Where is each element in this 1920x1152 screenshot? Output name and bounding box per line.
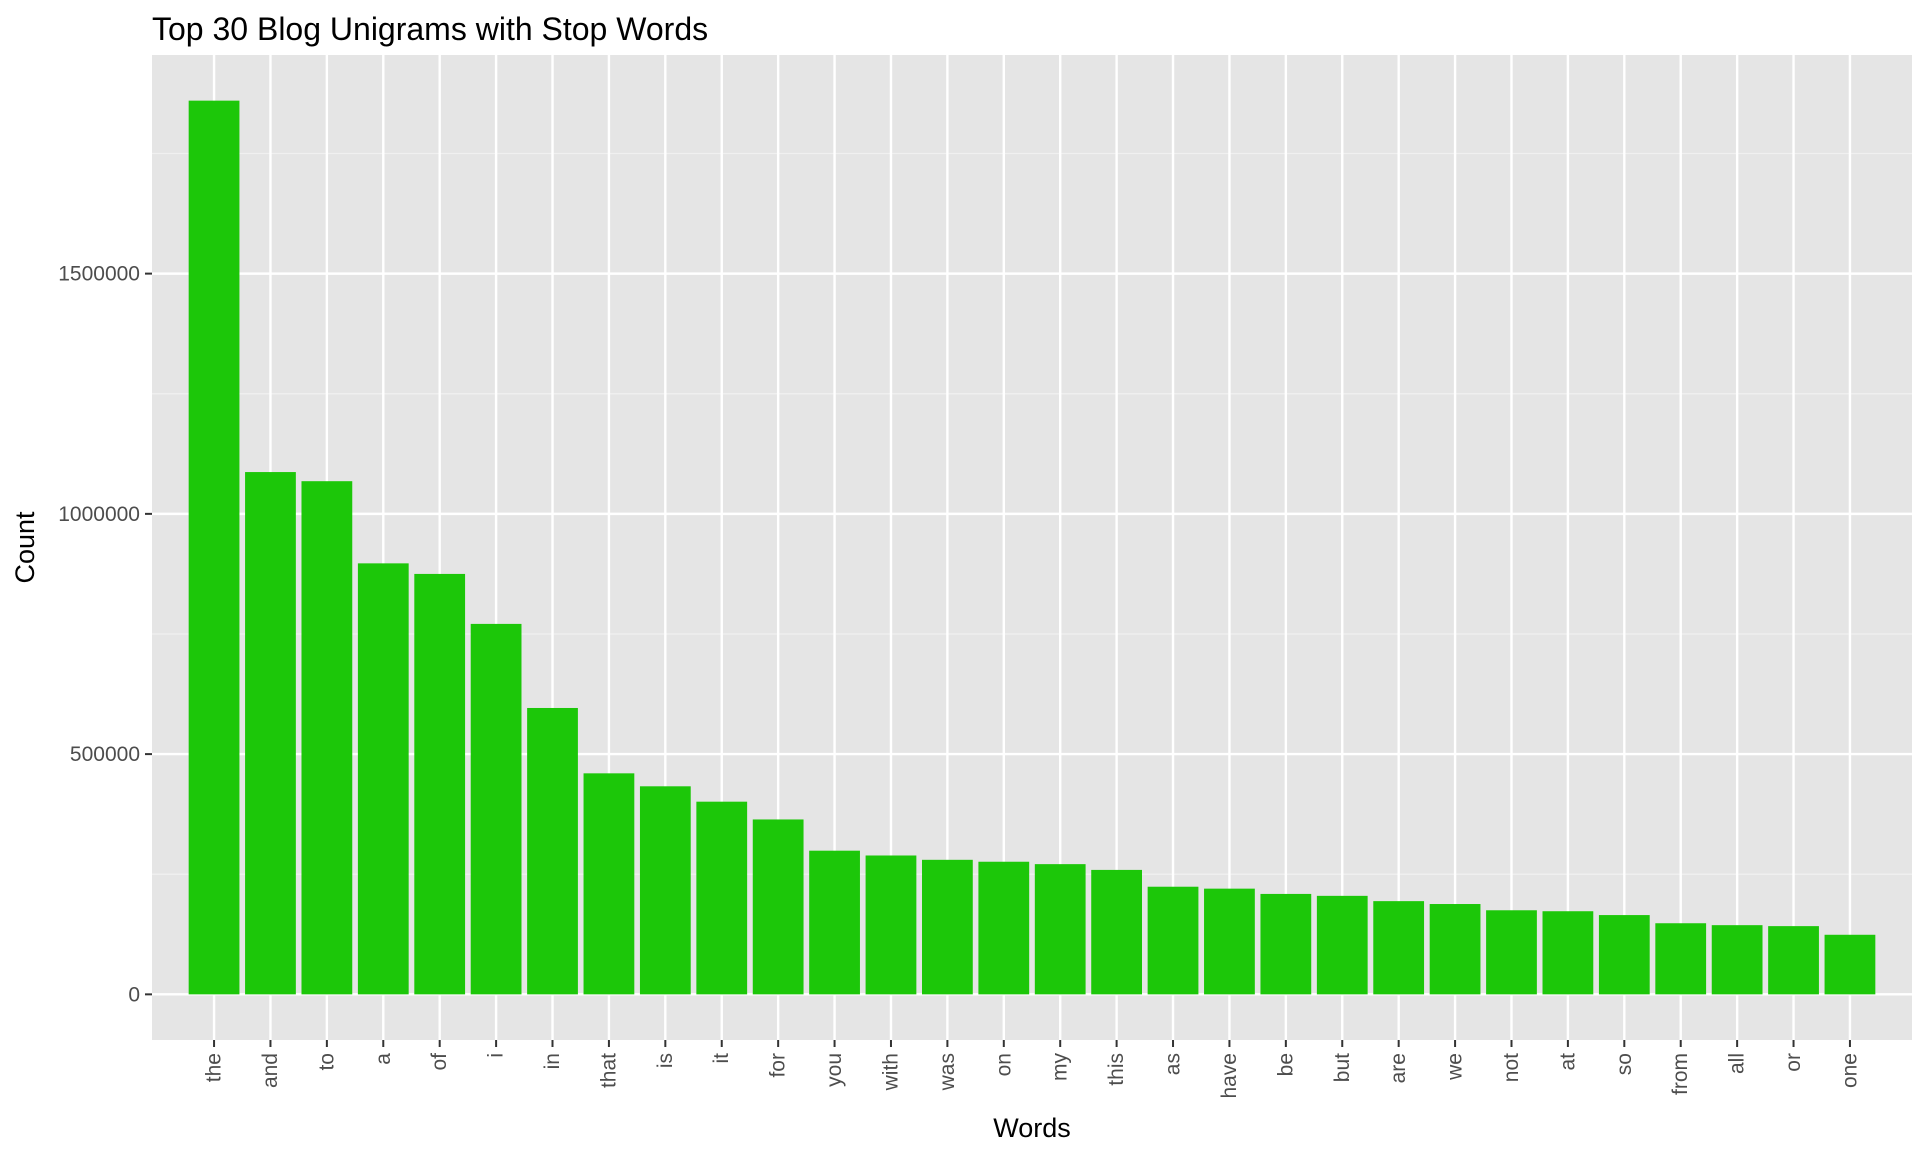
bar-in <box>527 707 578 995</box>
bar-that <box>583 773 635 995</box>
y-tick-label: 1000000 <box>58 503 140 526</box>
x-tick-label: for <box>767 1053 790 1078</box>
y-tick-label: 500000 <box>70 743 140 766</box>
bar-are <box>1373 901 1425 995</box>
x-tick-label: is <box>654 1053 677 1068</box>
bar-of <box>414 573 466 995</box>
x-tick-label: that <box>597 1053 620 1088</box>
bar-a <box>357 563 409 995</box>
bar-be <box>1260 893 1312 995</box>
bars <box>188 100 1876 995</box>
x-tick-label: not <box>1500 1053 1523 1082</box>
y-axis: 0 500000 1000000 1500000 <box>58 263 152 1006</box>
bar-all <box>1711 925 1763 995</box>
bar-is <box>639 786 691 995</box>
y-tick-label: 0 <box>128 983 140 1006</box>
y-tick-label: 1500000 <box>58 263 140 286</box>
x-tick-label: was <box>936 1053 959 1091</box>
x-axis: the and to a of i in that is it for you with was on my t… <box>203 1040 1861 1099</box>
x-tick-label: i <box>485 1053 508 1058</box>
bar-we <box>1429 904 1481 995</box>
x-tick-label: have <box>1218 1053 1241 1099</box>
bar-have <box>1204 888 1255 995</box>
x-tick-label: one <box>1838 1053 1861 1088</box>
x-tick-label: as <box>1162 1053 1185 1075</box>
x-tick-label: a <box>372 1053 395 1065</box>
x-tick-label: or <box>1782 1053 1805 1072</box>
x-tick-label: my <box>1049 1053 1072 1081</box>
bar-from <box>1655 923 1707 995</box>
x-tick-label: on <box>992 1053 1015 1076</box>
bar-with <box>865 855 917 995</box>
x-tick-label: with <box>879 1053 902 1091</box>
x-tick-label: to <box>315 1053 338 1071</box>
bar-at <box>1542 911 1594 995</box>
bar-was <box>922 859 973 995</box>
bar-this <box>1091 869 1142 995</box>
bar-on <box>978 861 1030 995</box>
bar-to <box>301 481 353 995</box>
x-tick-label: all <box>1726 1053 1749 1074</box>
x-tick-label: so <box>1613 1053 1636 1075</box>
bar-so <box>1598 915 1650 995</box>
bar-the <box>188 100 240 995</box>
x-axis-title: Words <box>993 1113 1071 1143</box>
bar-you <box>809 850 860 995</box>
x-tick-label: and <box>259 1053 282 1088</box>
chart-title: Top 30 Blog Unigrams with Stop Words <box>152 11 708 47</box>
bar-as <box>1147 886 1199 995</box>
bar-or <box>1768 926 1819 995</box>
x-tick-label: but <box>1331 1053 1354 1082</box>
bar-my <box>1034 864 1086 995</box>
x-tick-label: you <box>823 1053 846 1087</box>
x-tick-label: be <box>1274 1053 1297 1076</box>
bar-it <box>696 801 748 995</box>
bar-not <box>1486 910 1537 995</box>
y-axis-title: Count <box>10 511 40 584</box>
bar-one <box>1824 934 1876 995</box>
bar-i <box>470 623 522 995</box>
x-tick-label: in <box>541 1053 564 1069</box>
x-tick-label: the <box>203 1053 226 1082</box>
bar-and <box>245 472 296 995</box>
x-tick-label: of <box>428 1053 451 1071</box>
x-tick-label: we <box>1444 1053 1467 1081</box>
x-tick-label: are <box>1387 1053 1410 1083</box>
x-tick-label: it <box>710 1053 733 1064</box>
bar-but <box>1316 895 1368 995</box>
x-tick-label: this <box>1105 1053 1128 1086</box>
x-tick-label: from <box>1669 1053 1692 1095</box>
bar-for <box>752 819 804 995</box>
x-tick-label: at <box>1556 1053 1579 1071</box>
